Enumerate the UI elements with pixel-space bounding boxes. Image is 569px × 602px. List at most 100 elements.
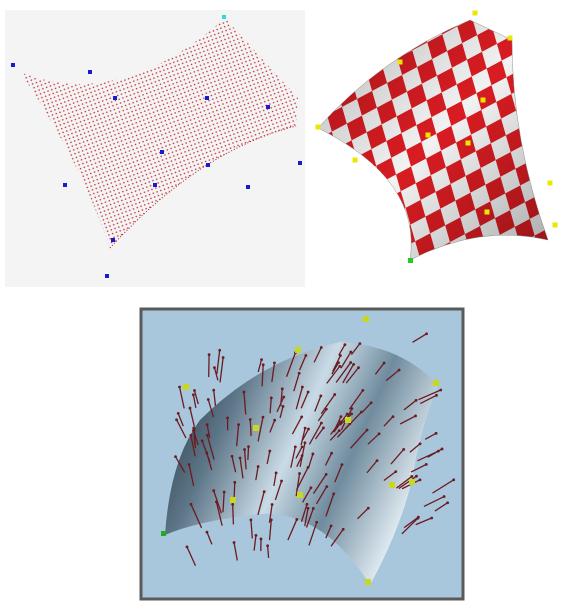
- vector-head: [315, 520, 319, 524]
- vector-head: [213, 366, 216, 370]
- vector: [266, 450, 271, 464]
- vector: [314, 427, 324, 440]
- vector-head: [269, 396, 273, 400]
- vector: [335, 362, 352, 383]
- vector: [326, 365, 341, 384]
- vector: [233, 542, 238, 561]
- vector: [295, 386, 304, 410]
- control-point: [465, 140, 471, 146]
- vector: [287, 519, 298, 541]
- vector: [398, 475, 417, 490]
- vector-head: [391, 415, 395, 419]
- vector-head: [375, 459, 379, 463]
- vector: [374, 362, 385, 375]
- vector: [257, 491, 265, 516]
- vector-head: [414, 414, 417, 418]
- vector-head: [349, 350, 353, 354]
- vector-panel: [139, 307, 465, 601]
- vector: [295, 446, 303, 459]
- vector: [395, 475, 413, 489]
- vector: [427, 448, 443, 458]
- vector: [424, 432, 437, 440]
- vector: [403, 516, 419, 529]
- vector-head: [268, 449, 272, 453]
- vector-head: [280, 387, 284, 391]
- control-point: [472, 10, 478, 16]
- vector: [329, 430, 340, 441]
- vector-head: [226, 416, 229, 420]
- vector-head: [345, 412, 349, 416]
- vector-head: [338, 364, 342, 368]
- control-point: [409, 479, 415, 485]
- vector: [304, 508, 309, 527]
- vector-head: [430, 516, 434, 520]
- control-points: [315, 10, 558, 228]
- vector-head: [358, 342, 362, 346]
- vector-head: [248, 418, 252, 421]
- vector: [255, 466, 259, 481]
- vector-head: [200, 439, 204, 443]
- vector: [330, 528, 344, 547]
- vector: [434, 502, 448, 512]
- vector-head: [424, 462, 428, 466]
- vector-head: [306, 466, 310, 469]
- vector-head: [281, 404, 285, 408]
- vector-head: [254, 533, 258, 537]
- vector-head: [319, 394, 323, 398]
- vector: [206, 434, 215, 460]
- vector-head: [348, 422, 352, 426]
- vector-head: [365, 428, 369, 432]
- vector-head: [221, 356, 225, 359]
- vector: [216, 350, 221, 374]
- control-point: [246, 185, 250, 189]
- vector: [338, 344, 346, 356]
- vector-head: [205, 530, 209, 534]
- vector: [207, 399, 215, 418]
- vector: [249, 419, 252, 436]
- vector-head: [333, 393, 337, 396]
- vector-head: [332, 492, 336, 496]
- control-points: [183, 316, 439, 585]
- vector-head: [350, 412, 353, 416]
- vector-head: [259, 537, 263, 541]
- vector: [189, 407, 195, 427]
- vector-head: [311, 507, 315, 510]
- vector: [334, 416, 342, 429]
- vector: [340, 351, 352, 369]
- vector: [177, 413, 184, 427]
- vector-head: [206, 398, 210, 401]
- vector: [201, 440, 211, 463]
- vector: [247, 446, 250, 460]
- vector-head: [273, 361, 276, 365]
- control-point: [111, 238, 115, 242]
- vector: [293, 373, 300, 392]
- control-point: [352, 157, 358, 163]
- vector-head: [261, 363, 265, 367]
- vector-head: [305, 502, 309, 506]
- vector-head: [325, 485, 329, 489]
- vector-head: [418, 442, 422, 446]
- control-point: [298, 161, 302, 165]
- vector-head: [366, 506, 370, 510]
- vector-head: [303, 426, 307, 430]
- vector-head: [189, 502, 193, 506]
- vector: [298, 355, 307, 371]
- vector: [296, 455, 303, 467]
- vector: [231, 456, 237, 473]
- vector: [215, 501, 223, 526]
- vector: [362, 402, 372, 413]
- vector: [350, 343, 361, 355]
- vector-head: [397, 368, 401, 372]
- vector: [271, 362, 276, 383]
- vector: [390, 448, 405, 465]
- vector-head: [415, 474, 418, 478]
- vector-head: [212, 489, 216, 493]
- vector-head: [303, 441, 307, 445]
- vector: [266, 545, 270, 559]
- vector: [332, 355, 341, 372]
- vector-head: [341, 527, 345, 531]
- vector: [357, 507, 369, 520]
- vector-head: [360, 410, 363, 414]
- vector-head: [189, 433, 193, 437]
- vector-head: [261, 415, 265, 419]
